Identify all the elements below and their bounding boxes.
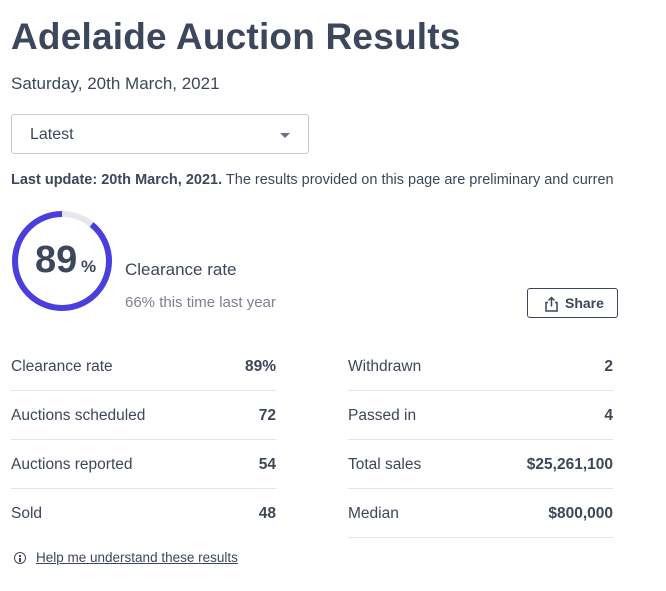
last-update-label: Last update: 20th March, 2021.	[11, 172, 223, 188]
stat-row-auctions-reported: Auctions reported 54	[11, 440, 276, 489]
stat-label: Total sales	[348, 456, 422, 473]
clearance-rate-ring: 89 %	[11, 210, 113, 312]
clearance-rate-label: Clearance rate	[125, 260, 237, 279]
results-filter-select[interactable]: Latest	[11, 114, 309, 154]
stat-label: Median	[348, 505, 399, 522]
page-title: Adelaide Auction Results	[11, 16, 461, 57]
clearance-rate-value: 89	[35, 239, 78, 281]
stat-value: 2	[604, 358, 613, 375]
share-button[interactable]: Share	[527, 288, 618, 318]
clearance-ring-graphic	[12, 211, 112, 311]
stat-label: Sold	[11, 505, 43, 522]
stat-value: 4	[604, 407, 613, 424]
help-understand-results-link[interactable]: Help me understand these results	[36, 550, 238, 565]
stat-value: $25,261,100	[526, 456, 613, 473]
info-icon	[14, 552, 26, 564]
stat-row-sold: Sold 48	[11, 489, 276, 538]
stat-row-auctions-scheduled: Auctions scheduled 72	[11, 391, 276, 440]
stat-value: 89%	[244, 358, 276, 375]
clearance-rate-last-year: 66% this time last year	[125, 294, 276, 311]
stat-value: 54	[258, 456, 276, 473]
stat-row-median: Median $800,000	[348, 489, 613, 538]
stats-column-right: Withdrawn 2 Passed in 4 Total sales $25,…	[348, 342, 613, 538]
stat-row-passed-in: Passed in 4	[348, 391, 613, 440]
share-icon	[545, 296, 558, 312]
stat-label: Auctions scheduled	[11, 407, 146, 424]
stat-label: Clearance rate	[11, 358, 113, 375]
last-update-notice: Last update: 20th March, 2021. The resul…	[11, 172, 614, 188]
stat-value: $800,000	[548, 505, 613, 522]
select-value: Latest	[30, 126, 74, 143]
stat-label: Auctions reported	[11, 456, 133, 473]
share-label: Share	[565, 295, 604, 311]
stat-value: 72	[258, 407, 276, 424]
stat-row-withdrawn: Withdrawn 2	[348, 342, 613, 391]
stats-column-left: Clearance rate 89% Auctions scheduled 72…	[11, 342, 276, 538]
last-update-text: The results provided on this page are pr…	[222, 172, 614, 188]
stat-value: 48	[258, 505, 276, 522]
ring-progress	[12, 211, 112, 311]
stat-label: Withdrawn	[348, 358, 422, 375]
stat-row-clearance-rate: Clearance rate 89%	[11, 342, 276, 391]
chevron-down-icon	[280, 133, 290, 138]
clearance-rate-percent-sign: %	[81, 257, 97, 276]
stat-row-total-sales: Total sales $25,261,100	[348, 440, 613, 489]
stat-label: Passed in	[348, 407, 417, 424]
auction-date: Saturday, 20th March, 2021	[11, 74, 220, 93]
